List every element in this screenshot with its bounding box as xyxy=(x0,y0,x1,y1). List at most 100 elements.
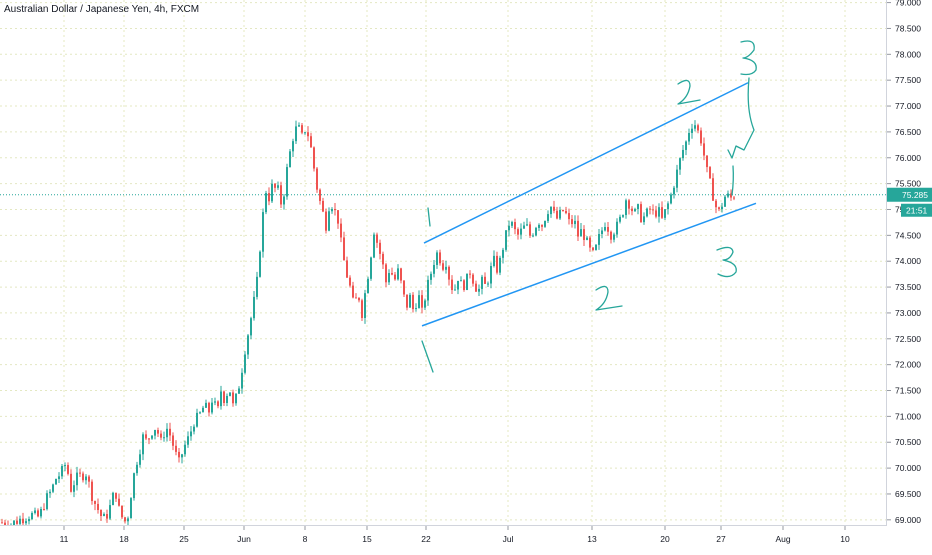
candle-body xyxy=(112,492,114,506)
candle-body xyxy=(445,266,447,270)
candle-body xyxy=(673,187,675,195)
candle-body xyxy=(658,207,660,217)
candle-body xyxy=(139,454,141,465)
candle-body xyxy=(676,169,678,188)
candle-body xyxy=(4,522,6,526)
candle-body xyxy=(223,391,225,403)
candle-body xyxy=(529,224,531,236)
candle-body xyxy=(211,402,213,413)
candle-body xyxy=(151,435,153,439)
candle-body xyxy=(22,518,24,524)
candle-body xyxy=(295,126,297,142)
candle-body xyxy=(616,221,618,235)
candle-body xyxy=(493,255,495,267)
candle-body xyxy=(691,128,693,133)
candle-body xyxy=(103,514,105,517)
candle-body xyxy=(385,264,387,283)
candle-body xyxy=(280,185,282,205)
candle-body xyxy=(550,206,552,215)
candle-body xyxy=(526,224,528,226)
price-tick-label: 69.500 xyxy=(895,489,921,499)
time-tick-label: 18 xyxy=(119,534,129,544)
candle-body xyxy=(43,508,45,510)
candle-body xyxy=(325,211,327,231)
candle-body xyxy=(298,125,300,127)
candle-body xyxy=(217,401,219,407)
price-tick-label: 78.000 xyxy=(895,49,921,59)
wave-squiggle xyxy=(727,77,755,159)
candle-body xyxy=(538,224,540,228)
candle-body xyxy=(130,498,132,519)
candle-body xyxy=(343,237,345,261)
price-tick-label: 76.500 xyxy=(895,127,921,137)
candle-body xyxy=(643,216,645,223)
candle-body xyxy=(346,260,348,278)
price-tick-label: 74.500 xyxy=(895,230,921,240)
candle-body xyxy=(352,285,354,298)
candle-body xyxy=(421,295,423,308)
candle-body xyxy=(652,209,654,211)
candle-body xyxy=(463,280,465,290)
candle-body xyxy=(682,149,684,159)
time-tick-label: Jul xyxy=(503,534,514,544)
candle-body xyxy=(358,297,360,301)
candle-body xyxy=(634,209,636,212)
candle-body xyxy=(250,318,252,336)
candle-body xyxy=(148,438,150,440)
candle-body xyxy=(601,230,603,235)
time-tick-label: 27 xyxy=(716,534,726,544)
candle-body xyxy=(559,209,561,219)
candle-body xyxy=(703,143,705,156)
candle-body xyxy=(577,220,579,237)
candle-body xyxy=(388,273,390,283)
price-tick-label: 73.500 xyxy=(895,282,921,292)
candle-body xyxy=(574,220,576,225)
candle-body xyxy=(109,505,111,519)
candle-body xyxy=(397,268,399,280)
candle-body xyxy=(586,237,588,240)
candle-body xyxy=(583,229,585,240)
candle-body xyxy=(607,227,609,232)
candle-body xyxy=(214,401,216,403)
candle-body xyxy=(712,178,714,201)
candle-body xyxy=(571,219,573,225)
candle-body xyxy=(220,391,222,407)
candle-body xyxy=(64,465,66,467)
candle-body xyxy=(241,372,243,389)
candle-body xyxy=(34,510,36,514)
candle-body xyxy=(439,252,441,264)
countdown-label: 21:51 xyxy=(906,206,928,216)
wave-mark-1-upper xyxy=(427,207,431,227)
candle-body xyxy=(286,167,288,197)
candle-body xyxy=(25,521,27,524)
candle-body xyxy=(487,283,489,285)
time-tick-label: Aug xyxy=(775,534,790,544)
price-axis xyxy=(887,0,932,550)
candle-body xyxy=(19,518,21,524)
candle-body xyxy=(622,215,624,217)
candle-body xyxy=(334,208,336,211)
candle-body xyxy=(436,252,438,265)
candle-body xyxy=(184,444,186,455)
candle-body xyxy=(409,294,411,308)
candle-body xyxy=(592,247,594,250)
candle-body xyxy=(727,193,729,197)
price-tick-label: 77.000 xyxy=(895,101,921,111)
candle-body xyxy=(55,479,57,485)
candle-body xyxy=(85,476,87,481)
wave-mark-2-lower xyxy=(595,285,623,311)
candle-body xyxy=(319,189,321,201)
price-tick-label: 78.500 xyxy=(895,23,921,33)
candle-body xyxy=(307,132,309,137)
candle-body xyxy=(481,276,483,289)
candle-body xyxy=(13,520,15,525)
candle-body xyxy=(31,513,33,520)
candle-body xyxy=(523,225,525,229)
countdown-badge xyxy=(901,203,932,217)
candle-body xyxy=(181,454,183,458)
candle-body xyxy=(418,295,420,309)
wave-mark-2-upper xyxy=(677,79,701,105)
candle-body xyxy=(646,208,648,217)
